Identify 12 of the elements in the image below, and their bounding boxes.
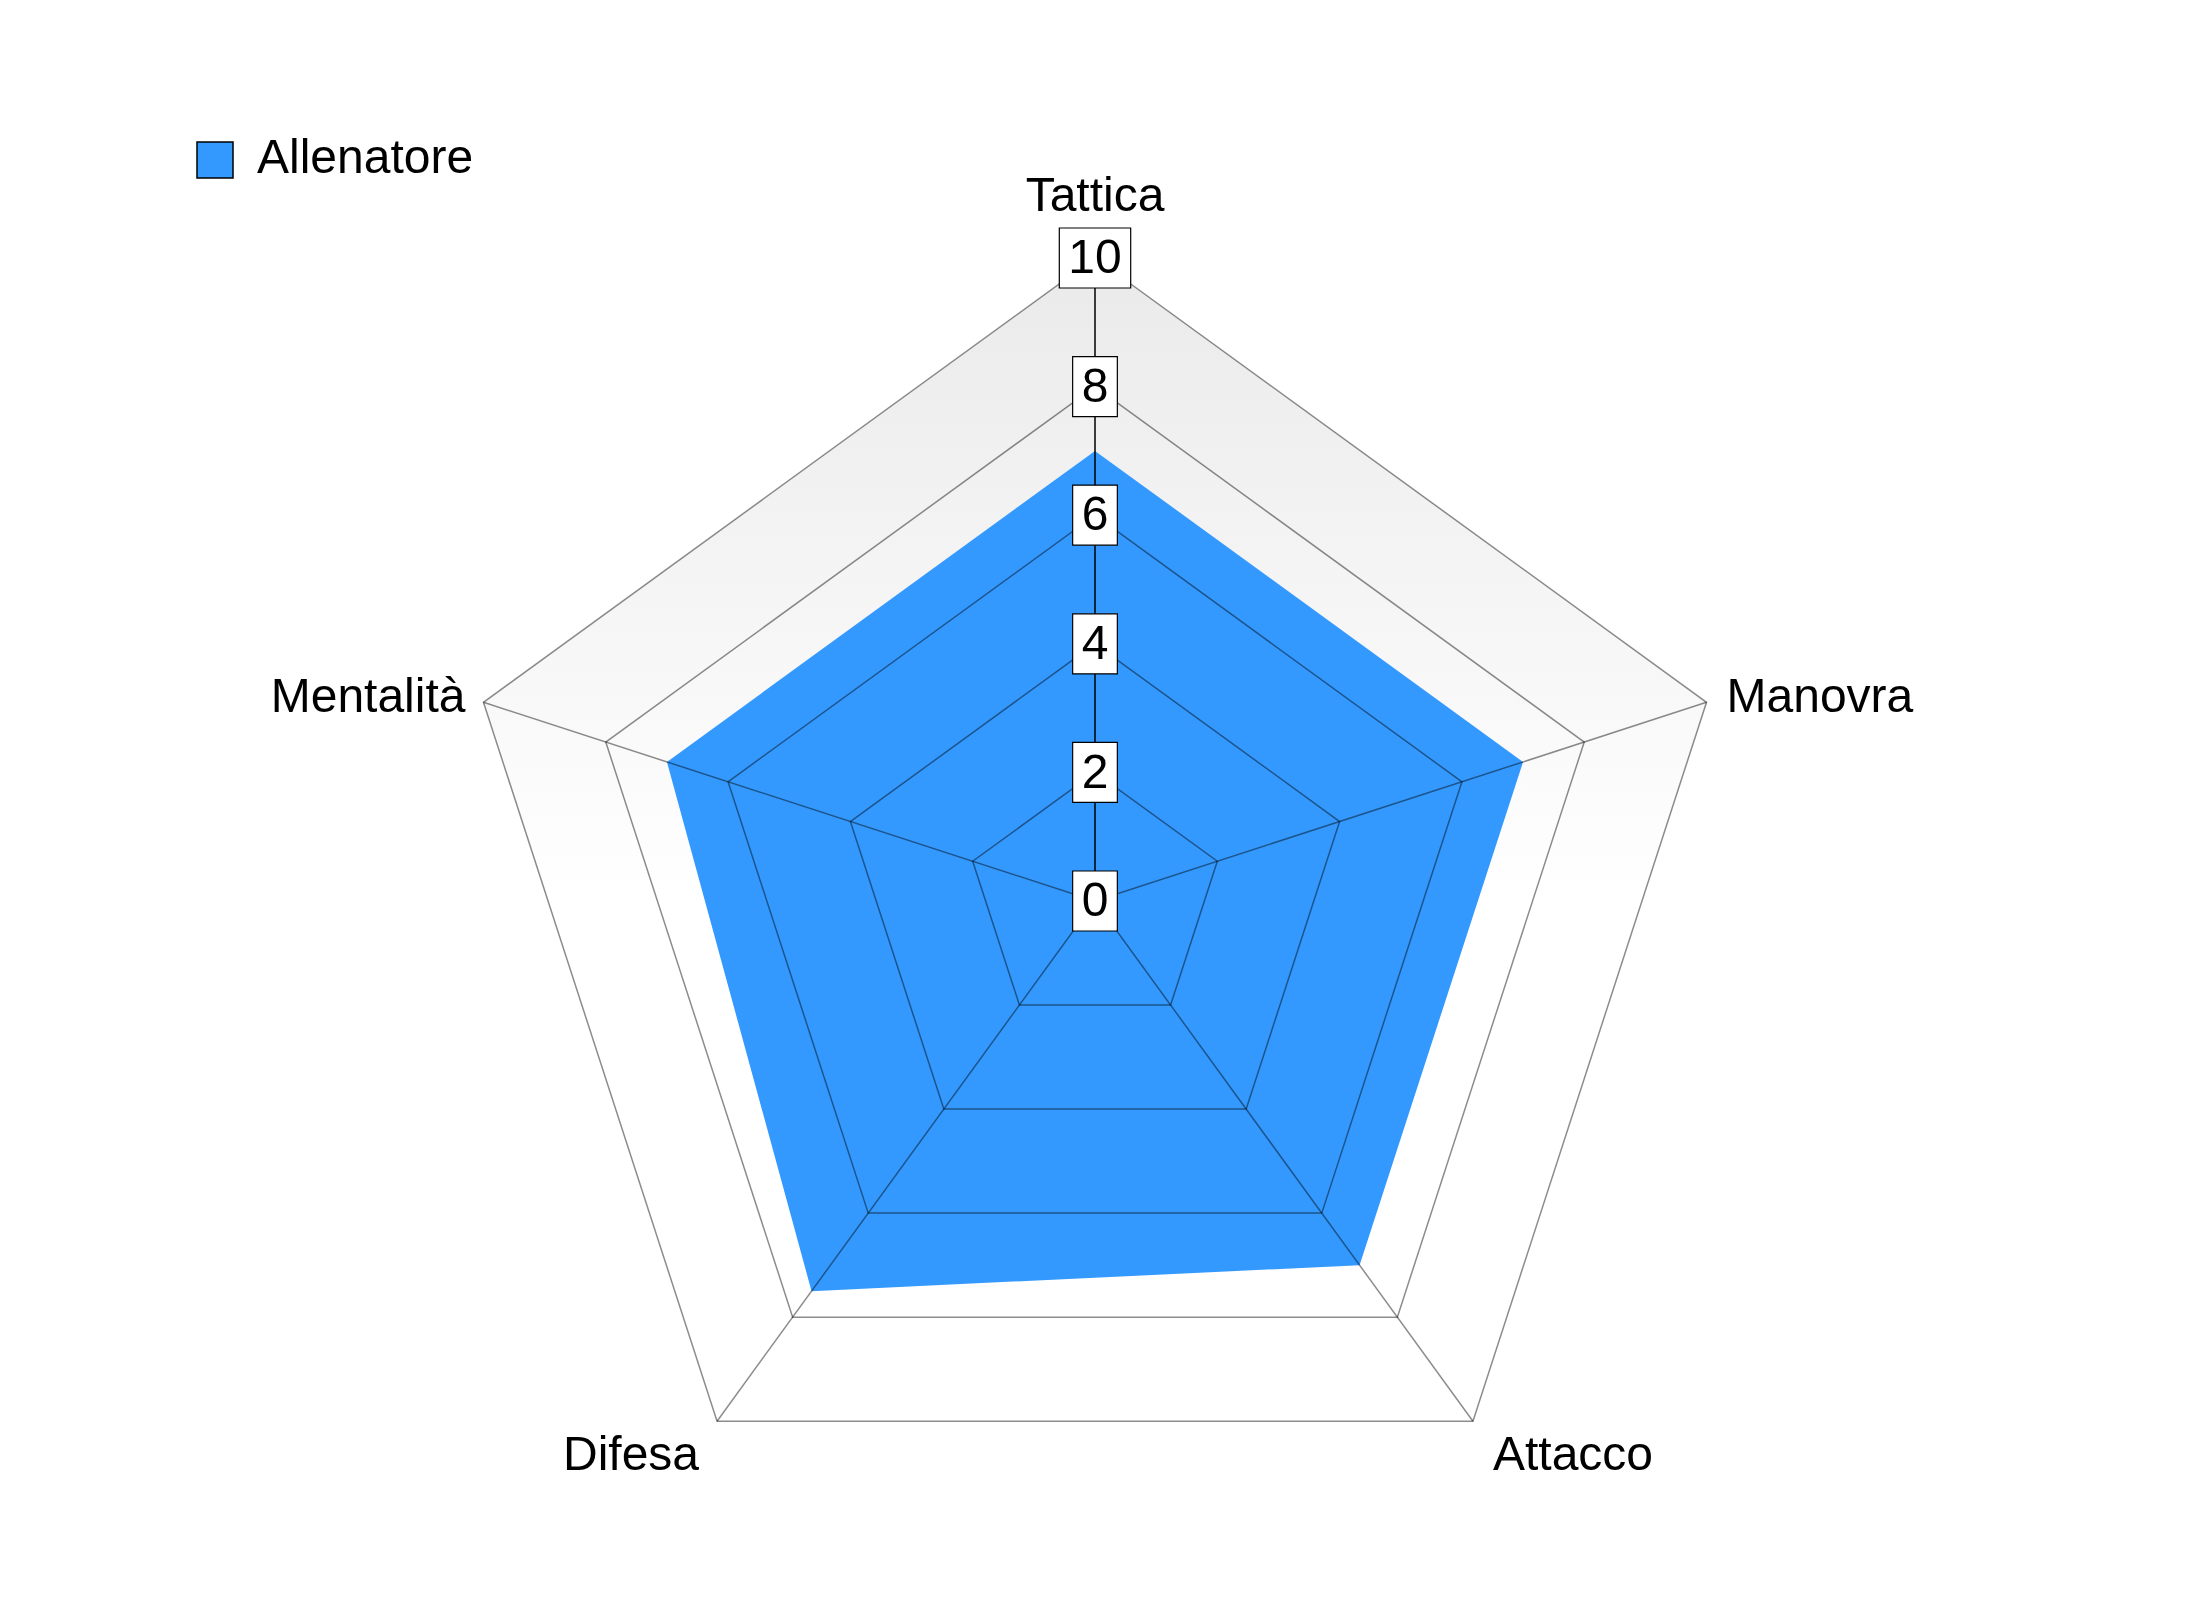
- spoke-label: Tattica: [1025, 168, 1165, 222]
- y-tick-label: 0: [1081, 873, 1109, 927]
- spoke-label: Mentalità: [270, 668, 466, 722]
- y-tick-label: 4: [1081, 616, 1109, 670]
- y-tick-label: 10: [1068, 230, 1122, 284]
- legend-label: Allenatore: [257, 130, 474, 184]
- y-tick-label: 6: [1081, 487, 1109, 541]
- y-tick-label: 8: [1081, 358, 1109, 412]
- y-tick-label: 2: [1081, 744, 1109, 798]
- spoke-label: Attacco: [1492, 1427, 1654, 1481]
- spoke-label: Manovra: [1726, 668, 1914, 722]
- spoke-label: Difesa: [562, 1427, 700, 1481]
